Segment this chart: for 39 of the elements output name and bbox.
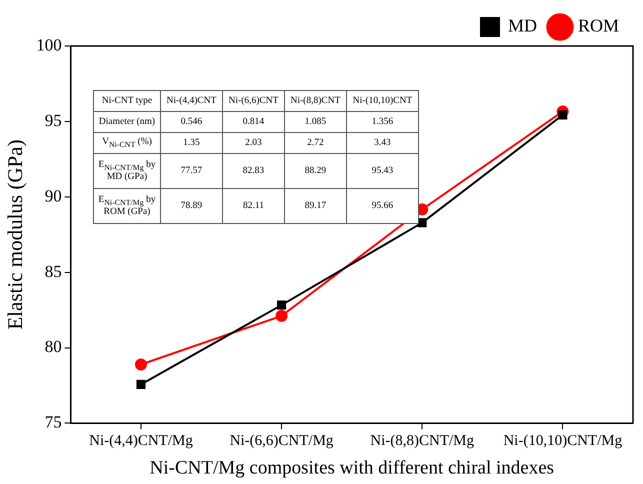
annotation: Ni-(6,6)CNT — [222, 90, 284, 112]
annotation: Ni-(10,10)CNT — [346, 90, 418, 112]
annotation: Ni-CNT type — [94, 90, 160, 112]
x-axis-title: Ni-CNT/Mg composites with different chiral indexes — [150, 458, 554, 479]
annotation: E$_{Ni-CNT/Mg}$ by ROM (GPa) — [94, 188, 160, 224]
x-tick-label: Ni-(10,10)CNT/Mg — [503, 433, 623, 450]
annotation: Diameter (nm) — [94, 112, 160, 132]
annotation: 89.17 — [284, 188, 346, 224]
legend-label: MD — [508, 16, 537, 36]
y-tick-label: 100 — [36, 35, 62, 54]
annotation: 95.66 — [346, 188, 418, 224]
y-tick-label: 95 — [44, 110, 62, 130]
annotation: 1.35 — [160, 132, 222, 154]
annotation: 77.57 — [160, 154, 222, 188]
annotation: 1.356 — [346, 112, 418, 132]
y-tick-label: 85 — [44, 262, 62, 281]
annotation: 2.72 — [284, 132, 346, 154]
legend-label: ROM — [578, 16, 620, 36]
annotation: 82.11 — [222, 188, 284, 224]
annotation: 2.03 — [222, 132, 284, 154]
annotation: Ni-(4,4)CNT — [160, 90, 222, 112]
annotation: 82.83 — [222, 154, 284, 188]
annotation: 1.085 — [284, 112, 346, 132]
y-tick-label: 75 — [44, 412, 62, 432]
annotation: 88.29 — [284, 154, 346, 188]
annotation: 3.43 — [346, 132, 418, 154]
x-tick-label: Ni-(6,6)CNT/Mg — [230, 433, 334, 450]
y-tick-label: 90 — [44, 186, 62, 206]
annotation: 0.814 — [222, 112, 284, 132]
annotation: 78.89 — [160, 188, 222, 224]
annotation: 0.546 — [160, 112, 222, 132]
annotation: V$_{Ni-CNT}$ (%) — [94, 132, 160, 154]
y-tick-label: 80 — [44, 337, 62, 356]
annotation: E$_{Ni-CNT/Mg}$ by MD (GPa) — [94, 154, 160, 188]
y-axis-title: Elastic modulus (GPa) — [3, 140, 28, 330]
annotation: Ni-(8,8)CNT — [284, 90, 346, 112]
annotation: 95.43 — [346, 154, 418, 188]
x-tick-label: Ni-(4,4)CNT/Mg — [89, 433, 194, 450]
x-tick-label: Ni-(8,8)CNT/Mg — [370, 433, 475, 450]
